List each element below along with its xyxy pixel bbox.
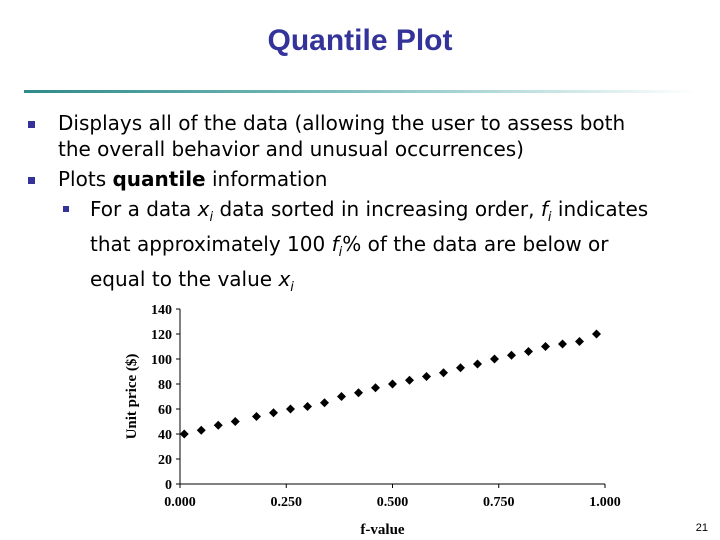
data-point-marker <box>337 392 346 401</box>
data-point-marker <box>405 375 414 385</box>
sub-bullet-line-1: For a data xi data sorted in increasing … <box>90 196 690 231</box>
data-point-marker <box>490 354 499 364</box>
data-point-marker <box>179 429 189 439</box>
x-tick-label: 0.250 <box>271 495 303 510</box>
bullet-1: Displays all of the data (allowing the u… <box>58 110 698 162</box>
data-point-marker <box>575 337 584 346</box>
sub-bullet-line-2: that approximately 100 fi% of the data a… <box>90 231 690 266</box>
data-point-marker <box>213 420 223 430</box>
data-point-marker <box>269 408 278 418</box>
title-divider <box>24 90 696 93</box>
y-axis-label: Unit price ($) <box>124 354 140 440</box>
bullet-marker <box>28 177 35 184</box>
y-tick-label: 20 <box>158 453 172 468</box>
sub-bullet-text-part: indicates <box>551 197 649 221</box>
sub-bullet-marker <box>63 206 69 212</box>
sub-bullet-text-part: i <box>547 210 552 225</box>
data-point-marker <box>524 347 533 356</box>
x-axis-label: f-value <box>360 522 405 538</box>
data-point-marker <box>456 363 465 373</box>
sub-bullet-text-part: data sorted in increasing order, <box>213 197 541 221</box>
data-point-marker <box>388 379 397 389</box>
data-point-marker <box>196 425 206 435</box>
bullet-2-keyword: quantile <box>112 167 206 191</box>
sub-bullet-text-part: i <box>290 280 294 295</box>
bullet-marker <box>28 121 35 128</box>
y-tick-label: 100 <box>151 353 172 368</box>
x-tick-label: 0.000 <box>164 495 196 510</box>
quantile-plot-chart: 0 20 40 60 80 100 120 140 0.000 0.250 0.500 0.750 1.… <box>124 303 621 538</box>
data-point-marker <box>541 342 550 351</box>
sub-bullet-line-3: equal to the value xi <box>90 266 690 301</box>
data-point-marker <box>303 402 312 411</box>
y-tick-label: 40 <box>158 428 172 443</box>
sub-bullet-text-part: x <box>278 267 291 291</box>
data-point-marker <box>371 383 380 393</box>
data-point-marker <box>320 398 329 408</box>
data-point-marker <box>439 368 448 378</box>
y-tick-label: 120 <box>151 328 172 343</box>
sub-bullet-1: For a data xi data sorted in increasing … <box>90 196 690 301</box>
y-tick-label: 80 <box>158 378 172 393</box>
data-point-marker <box>473 359 482 369</box>
data-point-marker <box>592 329 601 339</box>
data-point-marker <box>230 417 240 426</box>
sub-bullet-text-part: i <box>338 245 343 260</box>
y-tick-label: 60 <box>158 403 172 418</box>
sub-bullet-text-part: i <box>209 210 214 225</box>
y-tick-label: 0 <box>165 478 172 493</box>
data-point-marker <box>422 372 431 381</box>
bullet-2-part: Plots <box>58 167 113 191</box>
x-tick-label: 0.500 <box>377 495 409 510</box>
sub-bullet-text-part: For a data <box>90 197 198 221</box>
y-tick-label: 140 <box>151 303 172 318</box>
page-number: 21 <box>695 522 708 534</box>
sub-bullet-text-part: equal to the value <box>90 267 279 291</box>
data-point-marker <box>252 412 261 421</box>
sub-bullet-text-part: % of the data are below or <box>342 232 609 256</box>
bullet-2-part: information <box>205 167 328 191</box>
data-point-marker <box>286 404 295 414</box>
sub-bullet-text-part: that approximately 100 <box>90 232 332 256</box>
sub-bullet-text-part: x <box>197 197 210 221</box>
x-tick-label: 0.750 <box>483 495 515 510</box>
bullet-2: Plots quantile information <box>58 166 698 192</box>
bullet-1-line-1: Displays all of the data (allowing the u… <box>58 111 626 135</box>
sub-bullet-text-part: f <box>540 197 548 221</box>
data-point-marker <box>354 388 363 398</box>
bullet-1-line-2: the overall behavior and unusual occurre… <box>58 137 524 161</box>
data-point-marker <box>507 350 516 360</box>
x-tick-label: 1.000 <box>589 495 621 510</box>
sub-bullet-text-part: f <box>331 232 339 256</box>
slide-title: Quantile Plot <box>267 24 453 57</box>
data-point-marker <box>558 339 567 349</box>
